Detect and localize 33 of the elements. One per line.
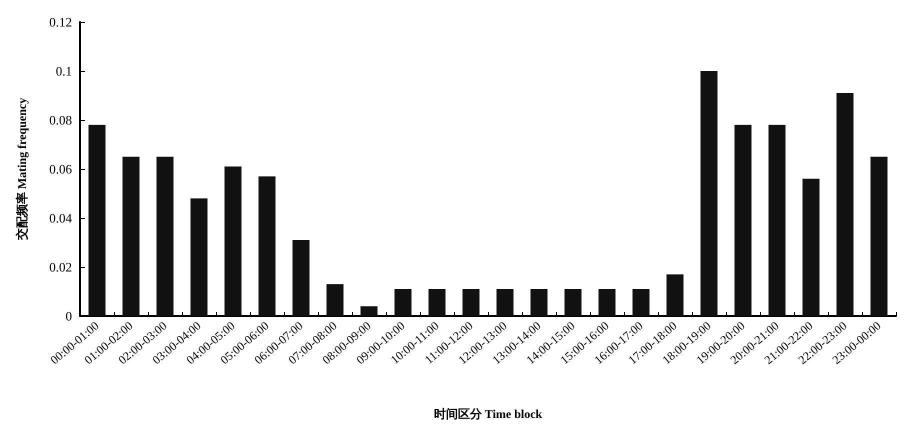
bar bbox=[598, 289, 616, 316]
bar bbox=[700, 71, 718, 316]
bar bbox=[292, 240, 310, 316]
bar bbox=[122, 156, 140, 316]
bar bbox=[768, 124, 786, 316]
y-tick-label: 0 bbox=[66, 308, 72, 324]
x-axis-title: 时间区分 Time block bbox=[434, 407, 543, 421]
bar bbox=[190, 198, 208, 316]
bar bbox=[224, 166, 242, 316]
bar bbox=[836, 93, 854, 316]
bar bbox=[870, 156, 888, 316]
bar bbox=[802, 178, 820, 316]
bar bbox=[326, 284, 344, 316]
y-tick-label: 0.12 bbox=[49, 14, 72, 30]
bar bbox=[530, 289, 548, 316]
bar bbox=[564, 289, 582, 316]
y-tick-label: 0.06 bbox=[49, 162, 72, 176]
y-tick-label: 0.08 bbox=[49, 112, 72, 128]
y-tick-label: 0.04 bbox=[49, 210, 72, 226]
bar bbox=[734, 124, 752, 316]
bar bbox=[88, 124, 106, 316]
y-axis-title: 交配频率 Mating frequency bbox=[15, 98, 29, 242]
bar bbox=[394, 289, 412, 316]
bar bbox=[666, 274, 684, 316]
bar bbox=[632, 289, 650, 316]
bar bbox=[360, 306, 378, 316]
y-tick-label: 0.1 bbox=[56, 64, 72, 78]
y-tick-label: 0.02 bbox=[49, 260, 72, 274]
bar bbox=[258, 176, 276, 316]
bar bbox=[428, 289, 446, 316]
bar bbox=[496, 289, 514, 316]
bar bbox=[156, 156, 174, 316]
bar bbox=[462, 289, 480, 316]
